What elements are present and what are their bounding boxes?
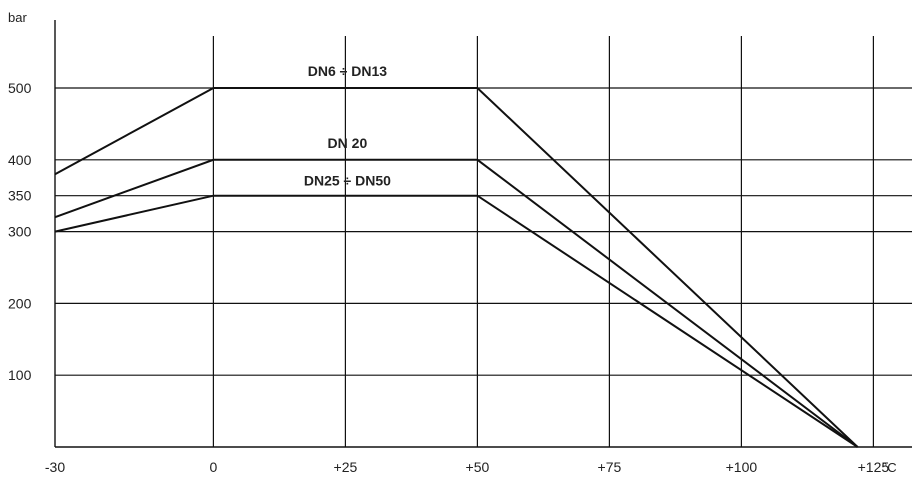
grid-layer [55, 36, 912, 447]
series-label-0: DN6 ÷ DN13 [308, 63, 387, 79]
y-tick-label-4: 400 [8, 152, 32, 168]
y-tick-label-5: 500 [8, 80, 32, 96]
x-tick-label-2: +25 [334, 459, 358, 475]
series-line-0 [54, 87, 859, 448]
x-tick-label-3: +50 [466, 459, 490, 475]
y-tick-label-0: 100 [8, 367, 32, 383]
y-axis-label: bar [8, 10, 27, 25]
series-layer [54, 87, 859, 448]
x-axis-label: °C [882, 460, 897, 475]
y-tick-label-2: 300 [8, 224, 32, 240]
series-label-2: DN25 ÷ DN50 [304, 173, 391, 189]
series-line-2 [54, 194, 859, 448]
y-tick-label-3: 350 [8, 188, 32, 204]
x-tick-label-0: -30 [45, 459, 65, 475]
label-layer: DN6 ÷ DN13 DN 20 DN25 ÷ DN50 [304, 63, 391, 189]
x-tick-label-6: +125 [858, 459, 890, 475]
axis-layer: 100 200 300 350 400 500 -30 0 +25 +50 +75 +100 +125 [8, 20, 912, 475]
x-tick-label-5: +100 [726, 459, 758, 475]
y-tick-label-1: 200 [8, 295, 32, 311]
x-tick-label-1: 0 [210, 459, 218, 475]
series-label-1: DN 20 [328, 135, 368, 151]
x-tick-label-4: +75 [598, 459, 622, 475]
series-line-1 [54, 158, 859, 448]
